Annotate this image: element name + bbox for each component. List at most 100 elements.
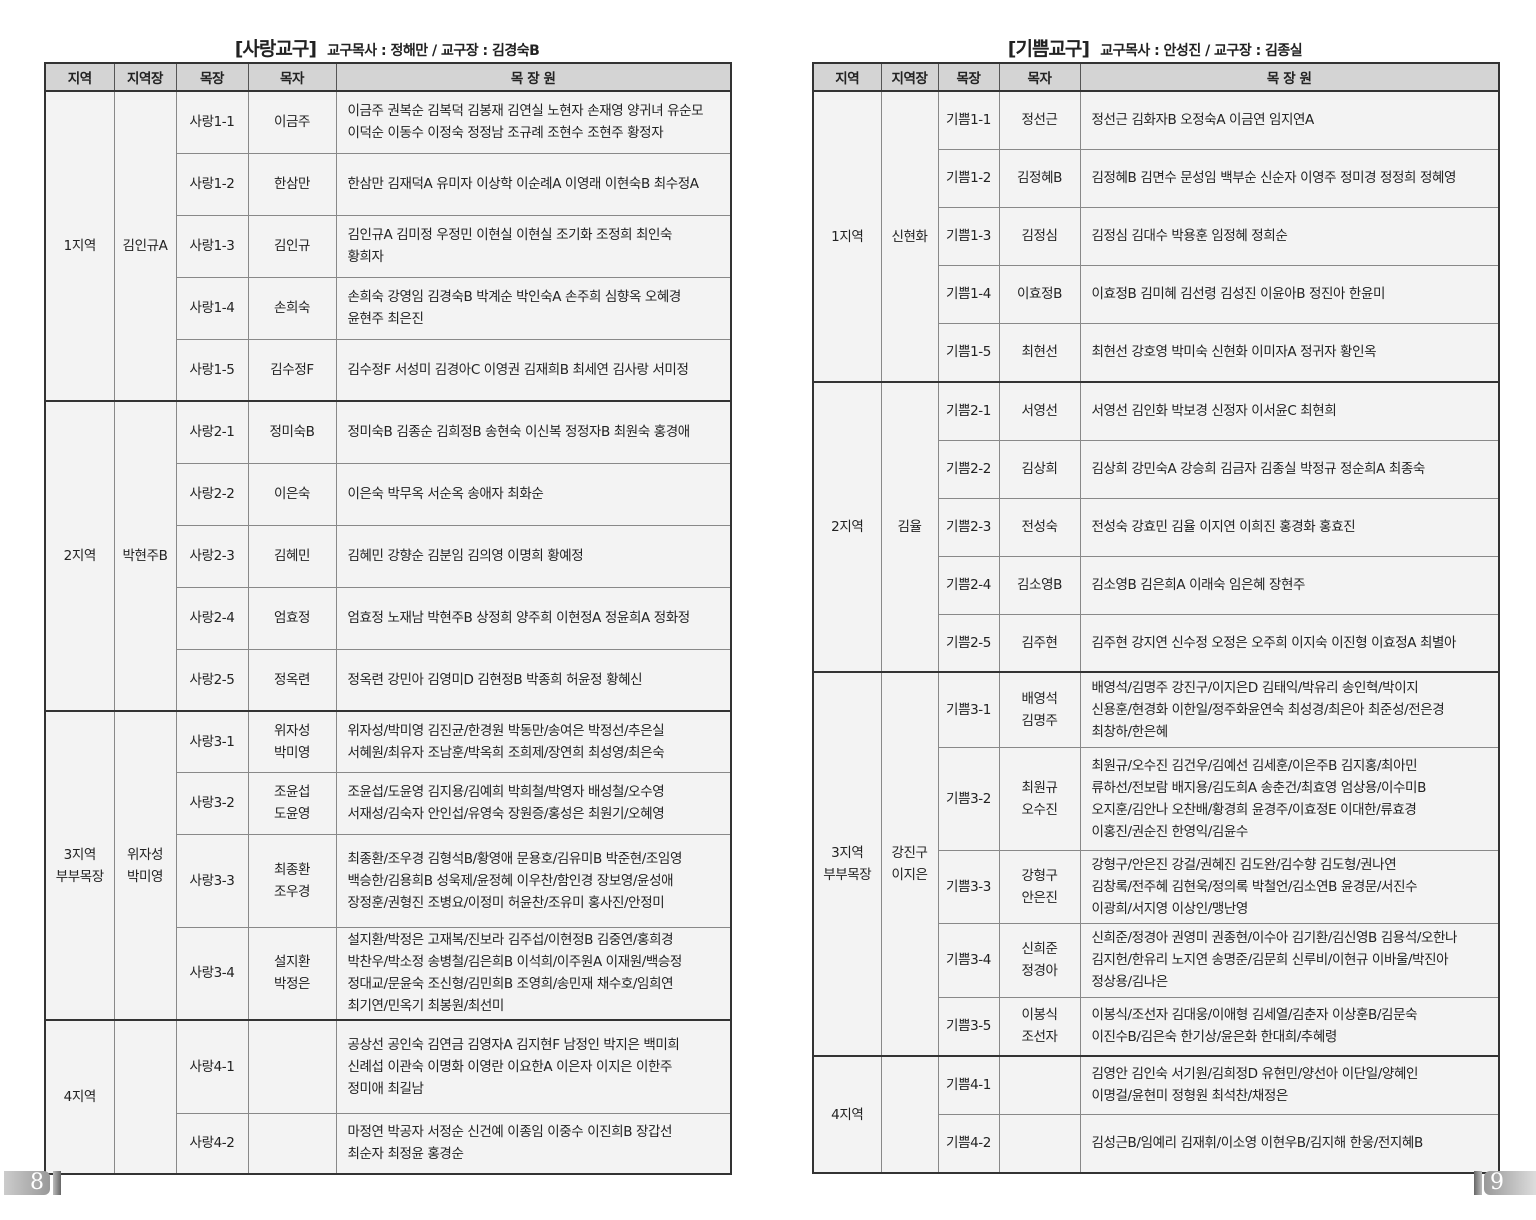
shepherd-cell: 김소영B (998, 555, 1081, 615)
group-name-cell: 사랑1-3 (175, 214, 249, 278)
text-line: 백승한/김용희B 성욱제/윤정혜 이우찬/함인경 장보영/윤성애 (347, 872, 674, 889)
group-name-cell: 기쁨2-1 (937, 381, 1000, 441)
text-line: 김율 (897, 519, 922, 535)
table-row: 사랑2-4 엄효정 엄효정 노재남 박현주B 상정희 양주희 이현정A 정윤희A 정… (45, 586, 732, 650)
members-cell: 엄효정 노재남 박현주B 상정희 양주희 이현정A 정윤희A 정화정 (335, 586, 732, 650)
members-cell: 강형구/안은진 강걸/권혜진 김도완/김수향 김도형/권나연 김창록/전주혜 김현… (1079, 849, 1500, 924)
text-line: 신현화 (891, 228, 928, 245)
members-cell: 김인규A 김미정 우정민 이현실 이현실 조기화 조정희 최인숙 황희자 (335, 214, 732, 278)
region-cell: 2지역 (812, 381, 882, 673)
group-name-cell: 사랑3-1 (175, 710, 249, 773)
group-name-cell: 사랑1-4 (175, 276, 249, 340)
shepherd-cell: 이금주 (247, 90, 337, 154)
text-line: 서영선 김인화 박보경 신정자 이서윤C 최현희 (1091, 403, 1337, 420)
table-row: 사랑1-4 손희숙 손희숙 강영임 김경숙B 박계순 박인숙A 손주희 심향옥 오혜… (45, 276, 732, 340)
text-line: 4지역 (831, 1106, 864, 1123)
shepherd-cell: 강형구 안은진 (998, 849, 1081, 924)
text-line: 김영안 김인숙 서기원/김희정D 유현민/양선아 이단일/양혜인 (1091, 1066, 1419, 1083)
text-line: 강형구/안은진 강걸/권혜진 김도완/김수향 김도형/권나연 (1091, 856, 1397, 873)
text-line: 류하선/전보람 배지용/김도희A 송춘건/최효영 엄상용/이수미B (1091, 779, 1427, 796)
members-cell: 정미숙B 김종순 김희정B 송현숙 이신복 정정자B 최원숙 홍경애 (335, 400, 732, 464)
shepherd-cell: 정미숙B (247, 400, 337, 464)
region-leader-cell: 김율 (880, 381, 939, 673)
shepherd-cell: 이은숙 (247, 462, 337, 526)
text-line: 이진수B/김은숙 한기상/윤은화 한대희/추혜령 (1091, 1029, 1338, 1046)
text-line: 마정연 박공자 서정순 신건예 이종임 이중수 이진희B 장갑선 (347, 1124, 673, 1141)
shepherd-cell: 설지환 박정은 (247, 926, 337, 1021)
table-row: 사랑3-2 조윤섭 도윤영 조윤섭/도윤영 김지용/김예희 박희철/박영자 배성철/오… (45, 771, 732, 835)
group-name-cell: 기쁨3-2 (937, 746, 1000, 851)
text-line: 서혜원/최유자 조남훈/박옥희 조희제/장연희 최성영/최은숙 (347, 744, 665, 761)
text-line: 최순자 최정윤 홍경순 (347, 1146, 464, 1163)
shepherd-cell (247, 1112, 337, 1175)
shepherd-cell: 배영석 김명주 (998, 671, 1081, 748)
shepherd-cell: 김정혜B (998, 148, 1081, 208)
text-line: 김소영B (1017, 577, 1062, 593)
text-line: 최종환/조우경 김형석B/황영애 문용호/김유미B 박준현/조임영 (347, 850, 683, 867)
members-cell: 이효정B 김미혜 김선령 김성진 이윤아B 정진아 한윤미 (1079, 264, 1500, 324)
table-row: 사랑2-2 이은숙 이은숙 박무옥 서순옥 송애자 최화순 (45, 462, 732, 526)
table-row: 기쁨1-3 김정심 김정심 김대수 박용훈 임정혜 정희순 (813, 206, 1500, 266)
region-leader-cell (113, 1019, 177, 1175)
text-line: 한삼만 (273, 176, 311, 192)
region-leader-cell: 신현화 (880, 90, 939, 383)
text-line: 최종환 (273, 861, 311, 878)
column-header: 지역 (44, 62, 115, 92)
group-name-cell: 사랑2-1 (175, 400, 249, 464)
table-row: 1지역 신현화 기쁨1-1 정선근 정선근 김화자B 오정숙A 이금연 임지연A (812, 90, 1500, 383)
text-line: 서영선 (1021, 403, 1058, 420)
shepherd-cell: 이효정B (998, 264, 1081, 324)
members-cell: 김소영B 김은희A 이래숙 임은혜 장현주 (1079, 555, 1500, 615)
text-line: 위자성 (273, 722, 311, 739)
group-name-cell: 사랑2-3 (175, 524, 249, 588)
text-line: 김정혜B (1017, 170, 1062, 186)
text-line: 이지은 (891, 867, 928, 883)
shepherd-cell (247, 1019, 337, 1114)
shepherd-cell: 김혜민 (247, 524, 337, 588)
group-name-cell: 사랑3-2 (175, 771, 249, 835)
text-line: 최창하/한은혜 (1091, 723, 1169, 740)
text-line: 정상용/김나은 (1091, 974, 1169, 990)
cell-group-table-gippeum: 지역 지역장 목장 목자 목 장 원 1지역 신현화 기쁨1-1 정선근 정선근 김화자B 오정숙… (812, 62, 1500, 1174)
text-line: 최원규/오수진 김건우/김예선 김세훈/이은주B 김지홍/최아민 (1091, 757, 1418, 774)
page-tab-bar (53, 1171, 61, 1195)
text-line: 도윤영 (273, 806, 311, 822)
text-line: 조윤섭/도윤영 김지용/김예희 박희철/박영자 배성철/오수영 (347, 784, 665, 800)
text-line: 부부목장 (823, 867, 872, 883)
table-row: 사랑3-4 설지환 박정은 설지환/박정은 고재복/진보라 김주섭/이현정B 김중연/… (45, 926, 732, 1021)
group-name-cell: 사랑1-5 (175, 338, 249, 402)
members-cell: 김혜민 강향순 김분임 김의영 이명희 황예정 (335, 524, 732, 588)
table-row: 기쁨4-2 김성근B/임예리 김재휘/이소영 이현우B/김지해 한웅/전지혜B (813, 1113, 1500, 1174)
column-header: 목자 (998, 62, 1081, 92)
text-line: 이봉식/조선자 김대웅/이애형 김세열/김춘자 이상훈B/김문숙 (1091, 1007, 1418, 1024)
group-name-cell: 기쁨1-3 (937, 206, 1000, 266)
page-number: 8 (30, 1170, 44, 1195)
members-cell: 한삼만 김재덕A 유미자 이상학 이순례A 이영래 이현숙B 최수정A (335, 152, 732, 216)
shepherd-cell: 김정심 (998, 206, 1081, 266)
group-name-cell: 기쁨2-3 (937, 497, 1000, 557)
table-row: 기쁨1-5 최현선 최현선 강호영 박미숙 신현화 이미자A 정귀자 황인옥 (813, 322, 1500, 383)
group-name-cell: 기쁨3-4 (937, 922, 1000, 998)
text-line: 이은숙 박무옥 서순옥 송애자 최화순 (347, 486, 544, 502)
table-row: 기쁨1-4 이효정B 이효정B 김미혜 김선령 김성진 이윤아B 정진아 한윤미 (813, 264, 1500, 324)
group-name-cell: 사랑1-2 (175, 152, 249, 216)
text-line: 정미숙B (269, 424, 315, 441)
column-header: 목 장 원 (1079, 62, 1500, 92)
shepherd-cell: 신희준 정경아 (998, 922, 1081, 998)
text-line: 2지역 (63, 548, 97, 564)
members-cell: 최현선 강호영 박미숙 신현화 이미자A 정귀자 황인옥 (1079, 322, 1500, 383)
text-line: 전성숙 (1021, 519, 1058, 535)
text-line: 정옥련 강민아 김영미D 김현정B 박종희 허윤정 황혜신 (347, 671, 643, 688)
region-leader-cell: 강진구 이지은 (880, 671, 939, 1057)
text-line: 이금주 권복순 김복덕 김봉재 김연실 노현자 손재영 양귀녀 유순모 (347, 103, 704, 120)
members-cell: 김상희 강민숙A 강승희 김금자 김종실 박정규 정순희A 최종숙 (1079, 439, 1500, 499)
region-leader-cell: 김인규A (113, 90, 177, 402)
table-row: 2지역 김율 기쁨2-1 서영선 서영선 김인화 박보경 신정자 이서윤C 최현희 (812, 381, 1500, 673)
table-row: 기쁨3-4 신희준 정경아 신희준/정경아 권영미 권종현/이수아 김기환/김신영B … (813, 922, 1500, 998)
group-name-cell: 기쁨3-5 (937, 996, 1000, 1057)
text-line: 이금주 (273, 114, 311, 131)
table-row: 사랑2-3 김혜민 김혜민 강향순 김분임 김의영 이명희 황예정 (45, 524, 732, 588)
table-row: 사랑1-2 한삼만 한삼만 김재덕A 유미자 이상학 이순례A 이영래 이현숙B 최… (45, 152, 732, 216)
text-line: 위자성/박미영 김진균/한경원 박동만/송여은 박정선/추은실 (347, 722, 665, 739)
